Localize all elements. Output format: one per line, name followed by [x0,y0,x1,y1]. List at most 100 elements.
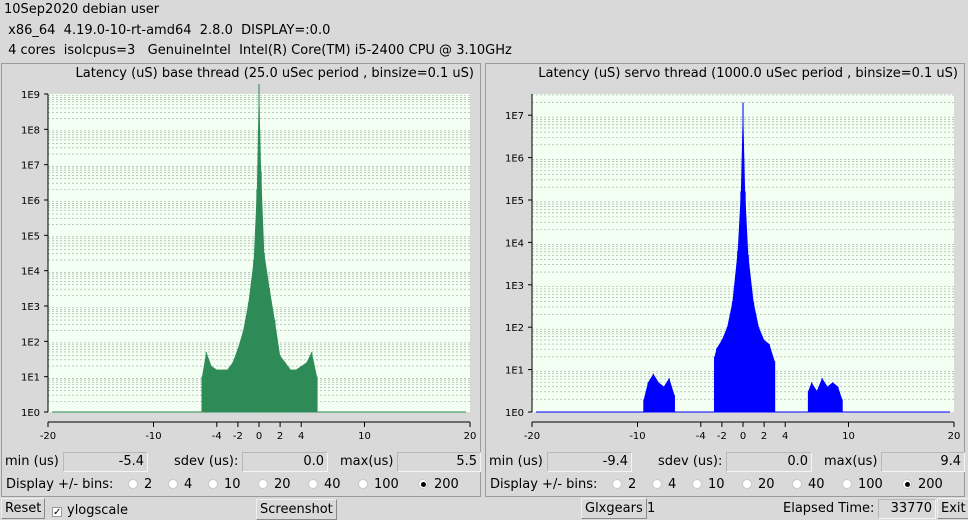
servo-bar [643,399,645,412]
base-bins-radio-100[interactable]: 100 [358,477,399,492]
base-max-value: 5.5 [397,452,481,472]
servo-ytick-label: 1E3 [505,281,524,292]
base-ytick-label: 1E0 [21,408,40,419]
ylogscale-checkbox[interactable]: ✓ ylogscale [52,503,128,518]
base-bins-radio-200[interactable]: 200 [418,477,459,492]
servo-bar [737,191,741,412]
base-bar [259,84,262,412]
base-ytick-label: 1E6 [21,196,40,207]
servo-xtick-label: -2 [717,431,727,442]
servo-min-label: min (us) [489,454,543,469]
servo-xtick-label: 10 [842,431,855,442]
base-bar [227,362,233,412]
servo-bins-radio-200[interactable]: 200 [902,477,943,492]
base-max-label: max(us) [340,454,394,469]
screenshot-button[interactable]: Screenshot [256,499,337,520]
base-bar [280,355,286,412]
servo-bins-radio-100[interactable]: 100 [842,477,883,492]
servo-bar [663,378,670,412]
base-xtick-label: 0 [256,431,262,442]
base-bar [285,362,291,412]
servo-bar [727,301,733,412]
servo-ytick-label: 1E2 [505,323,524,334]
servo-bins-radio-40[interactable]: 40 [792,477,825,492]
base-ytick-label: 1E4 [21,267,40,278]
base-min-value: -5.4 [63,452,148,472]
base-bar [264,253,270,412]
servo-bar [714,348,717,412]
base-bins-radio-4[interactable]: 4 [168,477,192,492]
base-bins-radio-40[interactable]: 40 [308,477,341,492]
servo-bar [745,191,749,412]
base-bar [202,351,207,412]
base-bins-label: Display +/- bins: [6,477,114,492]
servo-bar [658,382,664,412]
base-bins-radio-2[interactable]: 2 [128,477,152,492]
servo-bar [753,301,759,412]
reset-button[interactable]: Reset [1,498,46,519]
base-bar [253,189,257,412]
base-xtick-label: -20 [40,431,56,442]
servo-bar [769,344,775,412]
servo-chart-title: Latency (uS) servo thread (1000.0 uSec p… [538,66,958,81]
base-xtick-label: -2 [233,431,243,442]
base-ytick-label: 1E1 [21,373,40,384]
glxgears-count: 1 [647,501,656,516]
servo-bar [673,395,675,412]
servo-bins-radio-4[interactable]: 4 [652,477,676,492]
servo-max-value: 9.4 [881,452,965,472]
base-bar [274,320,281,412]
base-ytick-label: 1E5 [21,231,40,242]
base-ytick-label: 1E7 [21,161,40,172]
servo-sdev-label: sdev (us): [658,454,723,469]
servo-xtick-label: 2 [761,431,767,442]
servo-ytick-label: 1E7 [505,111,524,122]
servo-bar [774,361,776,412]
base-xtick-label: -4 [212,431,222,442]
servo-bar [743,102,746,413]
exit-button[interactable]: Exit [937,498,968,519]
servo-bar [758,327,765,412]
servo-bar [827,382,833,412]
servo-xtick-label: -4 [696,431,706,442]
elapsed-time-value: 33770 [878,499,936,519]
base-bar [243,302,249,412]
base-xtick-label: -10 [145,431,161,442]
base-ytick-label: 1E3 [21,302,40,313]
base-xtick-label: 10 [358,431,371,442]
base-xtick-label: 4 [298,431,304,442]
servo-bar [808,382,812,412]
servo-xtick-label: 20 [948,431,961,442]
base-ytick-label: 1E2 [21,337,40,348]
servo-bar [748,255,754,412]
servo-bins-radio-20[interactable]: 20 [742,477,775,492]
servo-ytick-label: 1E6 [505,154,524,165]
base-xtick-label: 2 [277,431,283,442]
glxgears-button[interactable]: Glxgears [581,498,647,519]
servo-bar [764,339,770,412]
base-bins-radio-10[interactable]: 10 [208,477,241,492]
base-sdev-value: 0.0 [242,452,328,472]
servo-bins-radio-10[interactable]: 10 [692,477,725,492]
base-bar [261,171,265,412]
base-bar [295,366,302,412]
base-bar [237,330,244,412]
base-bar [248,260,254,412]
servo-bar [816,378,823,412]
base-bar [211,366,217,412]
servo-bar [832,382,838,412]
base-bar [216,369,223,412]
base-bins-radio-20[interactable]: 20 [258,477,291,492]
base-bar [311,351,318,412]
servo-bins-label: Display +/- bins: [490,477,598,492]
servo-xtick-label: 4 [782,431,788,442]
servo-min-value: -9.4 [547,452,632,472]
servo-bar [716,339,722,412]
servo-bins-radio-2[interactable]: 2 [612,477,636,492]
servo-xtick-label: -20 [524,431,540,442]
servo-xtick-label: -10 [629,431,645,442]
servo-bar [740,102,743,413]
header-date-user: 10Sep2020 debian user [4,2,160,17]
